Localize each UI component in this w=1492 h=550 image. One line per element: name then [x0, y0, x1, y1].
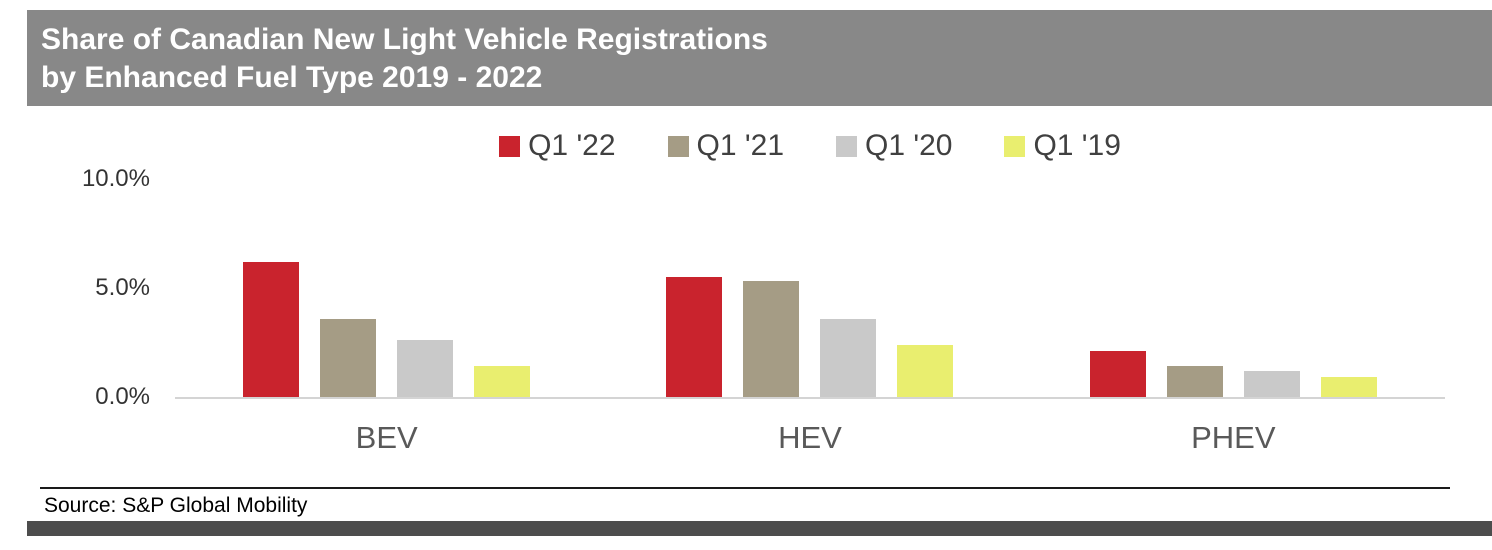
- legend-item: Q1 '22: [499, 129, 616, 163]
- legend-swatch-icon: [836, 135, 857, 157]
- legend-swatch-icon: [667, 135, 689, 157]
- legend-item: Q1 '21: [667, 129, 784, 163]
- y-tick-label: 0.0%: [95, 383, 150, 410]
- bar-group: [1089, 179, 1377, 397]
- bottom-divider-bar: [27, 521, 1492, 536]
- x-axis-label: BEV: [355, 420, 418, 455]
- y-tick-label: 10.0%: [81, 165, 150, 192]
- chart-title-line2: by Enhanced Fuel Type 2019 - 2022: [41, 61, 543, 94]
- bar: [743, 281, 800, 397]
- bar: [1166, 366, 1223, 397]
- legend: Q1 '22 Q1 '21 Q1 '20 Q1 '19: [175, 126, 1445, 166]
- x-axis-label: PHEV: [1191, 420, 1276, 455]
- x-axis-label: HEV: [778, 420, 842, 455]
- legend-item: Q1 '19: [1004, 129, 1121, 163]
- title-banner: Share of Canadian New Light Vehicle Regi…: [27, 10, 1492, 106]
- x-axis-labels: BEV HEV PHEV: [175, 420, 1445, 456]
- y-tick-label: 5.0%: [95, 274, 150, 301]
- legend-item: Q1 '20: [836, 129, 952, 163]
- bar: [820, 318, 877, 397]
- source-text: Source: S&P Global Mobility: [44, 494, 308, 517]
- y-axis-labels: 10.0% 5.0% 0.0%: [50, 165, 150, 410]
- legend-label: Q1 '22: [528, 129, 616, 162]
- legend-label: Q1 '19: [1033, 129, 1121, 162]
- legend-swatch-icon: [1004, 135, 1026, 157]
- bar: [666, 277, 723, 397]
- bar: [1089, 351, 1146, 397]
- legend-label: Q1 '21: [696, 129, 784, 162]
- bar: [320, 318, 377, 397]
- bar: [897, 344, 954, 397]
- bar: [1243, 370, 1300, 397]
- chart-title-line1: Share of Canadian New Light Vehicle Regi…: [41, 23, 768, 56]
- bar: [474, 366, 531, 397]
- plot-area: [175, 179, 1445, 399]
- bar: [243, 261, 300, 397]
- legend-swatch-icon: [499, 135, 521, 157]
- bar: [1320, 377, 1377, 397]
- source-divider: [40, 487, 1450, 489]
- bar-group: [243, 179, 531, 397]
- bar: [397, 340, 454, 397]
- legend-label: Q1 '20: [865, 129, 953, 162]
- bar-group: [666, 179, 954, 397]
